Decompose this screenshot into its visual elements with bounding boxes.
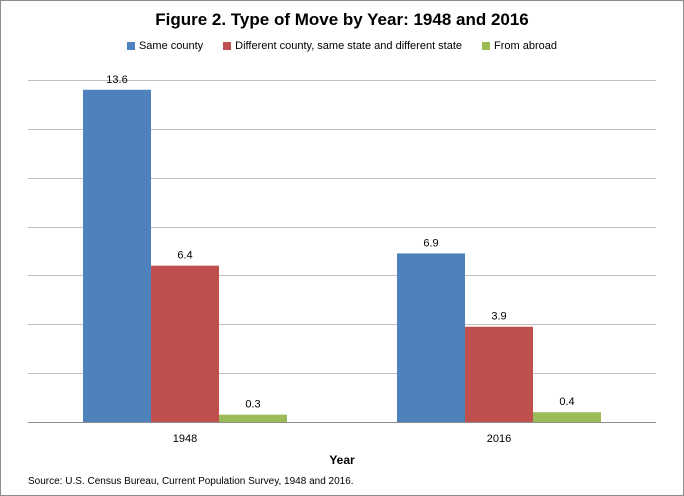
data-label: 3.9 (491, 311, 506, 323)
legend-swatch-from-abroad (482, 42, 491, 50)
chart-legend: Same county Different county, same state… (0, 40, 684, 52)
bar (397, 253, 465, 422)
x-tick-label: 2016 (487, 433, 511, 445)
bar (533, 412, 601, 422)
legend-item-same-county: Same county (126, 40, 204, 52)
data-label: 6.4 (177, 250, 192, 262)
data-label: 6.9 (423, 237, 438, 249)
bar (465, 326, 533, 422)
legend-item-different-county: Different county, same state and differe… (223, 40, 462, 52)
x-axis-title: Year (329, 453, 355, 467)
x-tick-label: 1948 (173, 433, 197, 445)
source-note: Source: U.S. Census Bureau, Current Popu… (28, 476, 354, 487)
legend-label-from-abroad: From abroad (494, 40, 558, 52)
bar (83, 89, 151, 423)
data-label: 13.6 (106, 74, 127, 86)
data-label: 0.4 (559, 396, 574, 408)
legend-swatch-different-county (223, 42, 232, 50)
legend-swatch-same-county (126, 42, 135, 50)
legend-item-from-abroad: From abroad (482, 40, 557, 52)
chart-title: Figure 2. Type of Move by Year: 1948 and… (155, 10, 529, 29)
legend-label-different-county: Different county, same state and differe… (235, 40, 463, 52)
legend-label-same-county: Same county (138, 40, 204, 52)
bar (151, 265, 219, 422)
bar (219, 414, 287, 422)
data-label: 0.3 (245, 399, 260, 411)
